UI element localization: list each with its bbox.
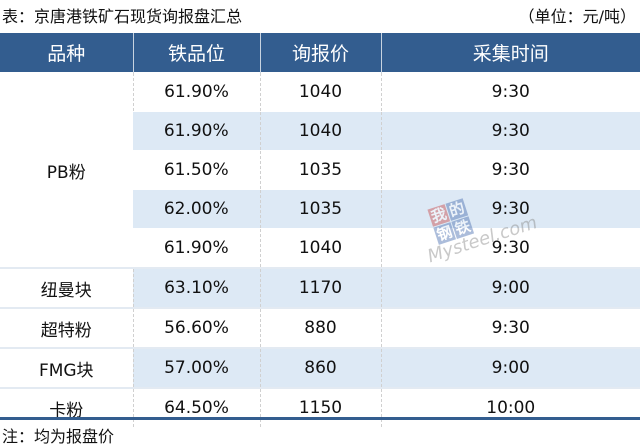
- time-cell: 9:30: [380, 72, 640, 112]
- table-row: PB粉 61.90% 1040 9:30: [0, 72, 640, 268]
- table-row: 超特粉 56.60% 880 9:30: [0, 307, 640, 348]
- time-cell: 9:30: [380, 111, 640, 151]
- table-row: 纽曼块 63.10% 1170 9:00: [0, 267, 640, 308]
- variety-cell: 卡粉: [0, 387, 133, 427]
- footnote: 注：均为报盘价: [2, 427, 115, 446]
- table-row: 61.90% 1040 9:30: [0, 111, 640, 151]
- table-row: 卡粉 64.50% 1150 10:00: [0, 387, 640, 427]
- grade-cell: 63.10%: [132, 267, 260, 308]
- table-row: 62.00% 1035 9:30: [0, 189, 640, 229]
- time-cell: 9:30: [380, 307, 640, 348]
- grade-cell: 61.90%: [133, 228, 260, 268]
- price-cell: 1150: [259, 387, 381, 427]
- grade-cell: 64.50%: [132, 387, 260, 427]
- grade-cell: 61.50%: [133, 150, 260, 190]
- price-cell: 1040: [259, 228, 381, 268]
- variety-cell: FMG块: [0, 347, 133, 388]
- header-row: 品种 铁品位 询报价 采集时间: [0, 33, 640, 73]
- price-cell: 860: [259, 347, 381, 388]
- time-cell: 9:00: [380, 267, 640, 308]
- table-row: 61.50% 1035 9:30: [0, 150, 640, 190]
- variety-cell: 超特粉: [0, 307, 133, 348]
- time-cell: 9:30: [380, 150, 640, 190]
- table-row: 61.90% 1040 9:30: [0, 228, 640, 268]
- variety-cell: PB粉: [0, 72, 133, 268]
- header-variety: 品种: [0, 33, 133, 73]
- price-cell: 880: [259, 307, 381, 348]
- grade-cell: 61.90%: [132, 72, 260, 112]
- table-title: 表：京唐港铁矿石现货询报盘汇总: [2, 7, 243, 26]
- price-cell: 1035: [259, 150, 381, 190]
- header-grade: 铁品位: [132, 33, 260, 73]
- variety-cell: 纽曼块: [0, 267, 133, 308]
- price-cell: 1170: [259, 267, 381, 308]
- time-cell: 9:00: [380, 347, 640, 388]
- grade-cell: 61.90%: [133, 111, 260, 151]
- price-cell: 1040: [259, 72, 381, 112]
- header-time: 采集时间: [380, 33, 640, 73]
- price-cell: 1040: [259, 111, 381, 151]
- grade-cell: 56.60%: [132, 307, 260, 348]
- time-cell: 9:30: [380, 189, 640, 229]
- unit-label: （单位：元/吨）: [518, 7, 636, 26]
- grade-cell: 62.00%: [133, 189, 260, 229]
- time-cell: 10:00: [380, 387, 640, 427]
- grade-cell: 57.00%: [132, 347, 260, 388]
- time-cell: 9:30: [380, 228, 640, 268]
- table-bottom-border: [0, 417, 640, 420]
- header-price: 询报价: [259, 33, 381, 73]
- price-cell: 1035: [259, 189, 381, 229]
- table-row: FMG块 57.00% 860 9:00: [0, 347, 640, 388]
- price-table: 品种 铁品位 询报价 采集时间 PB粉 61.90% 1040 9:30 61.90% 1…: [0, 33, 640, 427]
